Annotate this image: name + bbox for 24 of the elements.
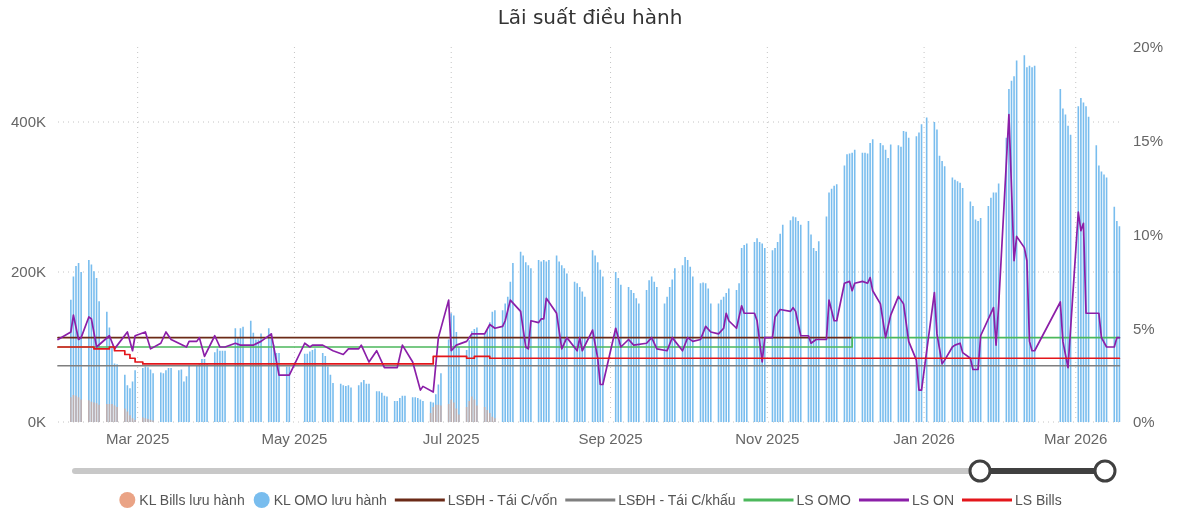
legend-label: KL Bills lưu hành [139,491,245,508]
legend-label: KL OMO lưu hành [273,491,387,508]
x-tick-label: Jan 2026 [893,430,955,447]
y2-tick-label: 0% [1133,413,1155,431]
x-tick-label: Mar 2025 [105,430,170,447]
x-tick-label: Jul 2025 [422,430,480,447]
line-series [57,113,1121,393]
y2-tick-label: 20% [1133,38,1164,56]
x-tick-label: Sep 2025 [578,430,643,447]
legend-label: LS Bills [1014,491,1062,508]
chart-title: Lãi suất điều hành [497,5,683,29]
x-tick-label: Nov 2025 [735,430,800,447]
y2-tick-label: 5% [1133,319,1155,337]
y-tick-label: 200K [10,263,46,281]
legend-label: LS ON [911,491,954,508]
x-tick-label: May 2025 [261,430,328,447]
y-tick-label: 400K [10,113,46,131]
legend-label: LS OMO [796,491,852,508]
y-tick-label: 0K [27,413,46,431]
legend-label: LSĐH - Tái C/vốn [447,491,558,508]
y2-tick-label: 10% [1133,225,1164,243]
legend-label: LSĐH - Tái C/khấu [618,491,736,508]
y2-tick-label: 15% [1133,132,1164,149]
x-tick-label: Mar 2026 [1044,430,1108,447]
